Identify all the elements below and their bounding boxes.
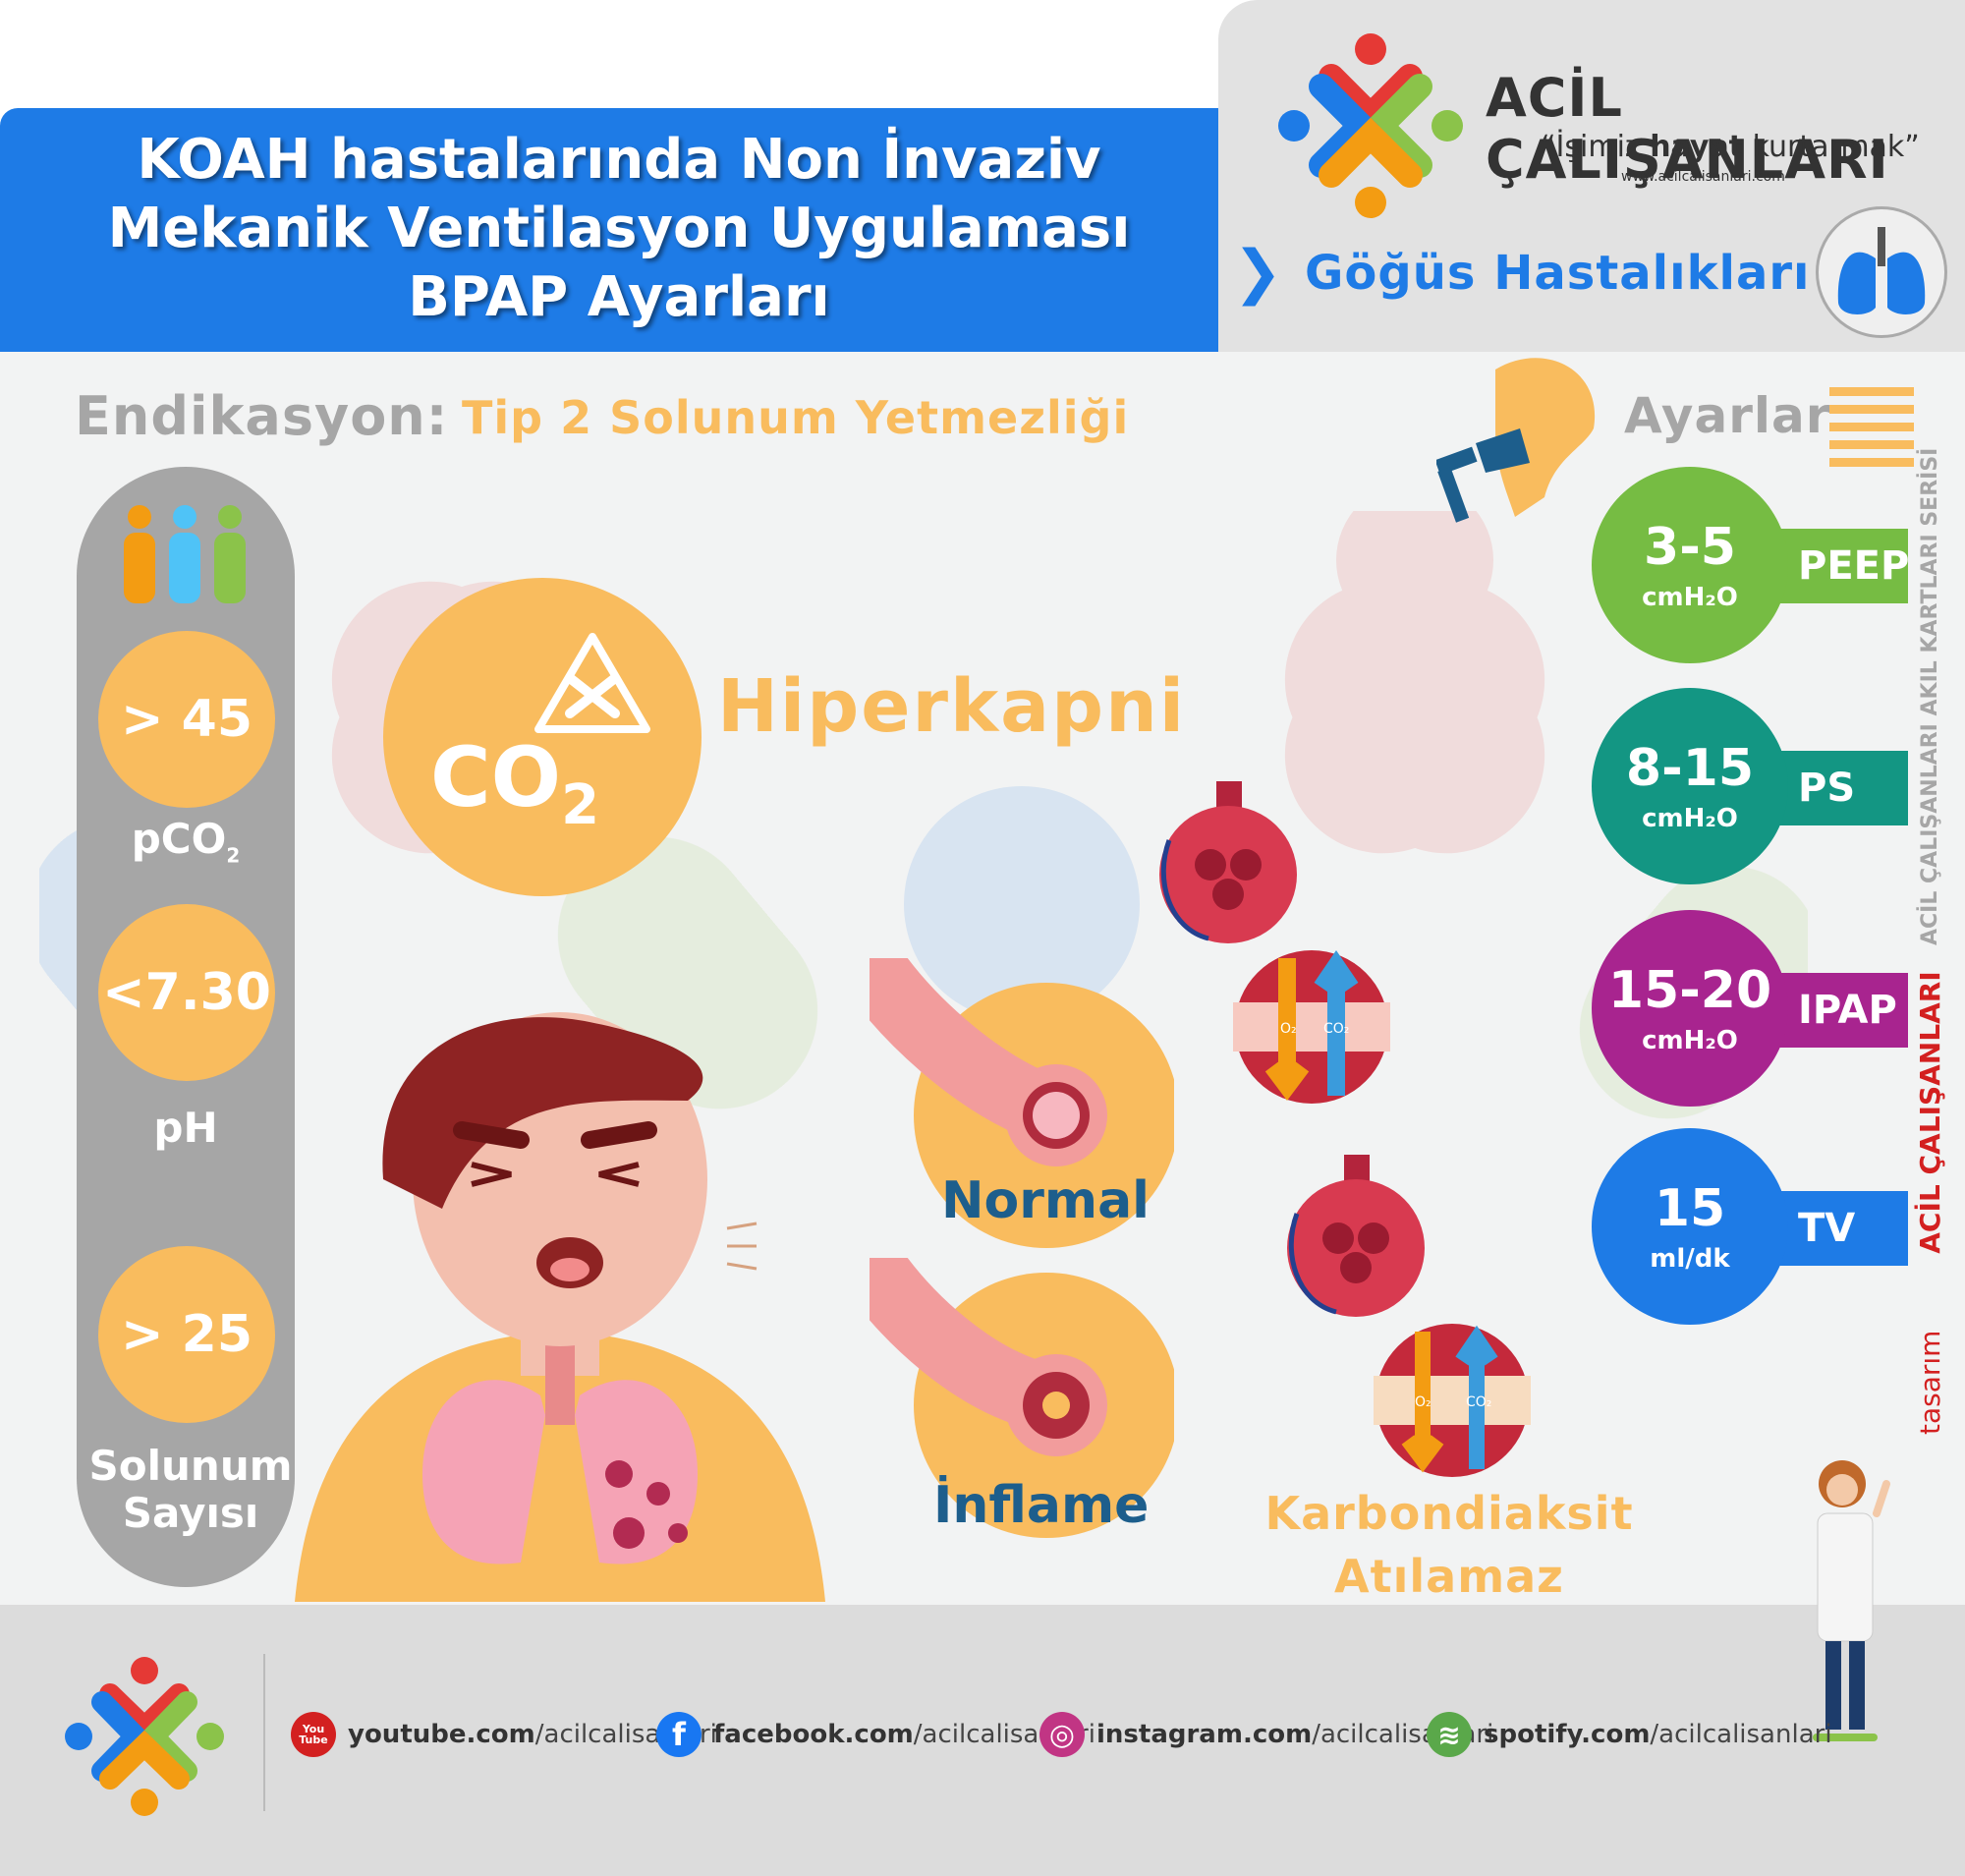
brand-name: ACİL ÇALIŞANLARI: [1486, 67, 1889, 191]
spotify-domain: spotify.com: [1484, 1720, 1651, 1749]
design-credit-wrap: tasarım ACİL ÇALIŞANLARI: [1914, 943, 1957, 1435]
youtube-domain: youtube.com: [348, 1720, 535, 1749]
design-brand: ACİL ÇALIŞANLARI: [1914, 971, 1946, 1254]
menu-line: [1829, 458, 1914, 467]
o2-label-bottom: O₂: [1415, 1394, 1432, 1410]
co2-text: CO: [430, 729, 562, 825]
resp-rate-label-line-1: Solunum: [88, 1442, 293, 1490]
co2-circle: [383, 578, 702, 896]
co2-subscript: 2: [561, 772, 600, 837]
tv-setting: 15 ml/dk: [1592, 1128, 1788, 1325]
inflamed-airway-illustration: [870, 1258, 1174, 1538]
tv-unit: ml/dk: [1650, 1244, 1730, 1274]
brand-slogan: “İşimiz hayat kurtarmak”: [1541, 130, 1920, 164]
resp-rate-label-line-2: Sayısı: [122, 1489, 259, 1537]
normal-airway-illustration: [870, 958, 1174, 1248]
co2-formula: CO2: [430, 729, 599, 837]
design-credit: tasarım ACİL ÇALIŞANLARI: [1914, 943, 1946, 1435]
facebook-domain: facebook.com: [713, 1720, 914, 1749]
peep-value: 3-5: [1644, 518, 1736, 577]
patient-illustration: [295, 1012, 825, 1602]
menu-line: [1829, 423, 1914, 431]
instagram-link[interactable]: ◎ instagram.com/acilcalisanlari: [1039, 1712, 1493, 1757]
design-prefix: tasarım: [1914, 1330, 1946, 1435]
alveoli-icon-top: [1159, 781, 1297, 943]
alveoli-icon-bottom: [1287, 1155, 1425, 1317]
menu-lines-icon: [1829, 387, 1914, 467]
resp-rate-label: Solunum Sayısı: [63, 1443, 318, 1537]
instagram-domain: instagram.com: [1096, 1720, 1313, 1749]
ipap-unit: cmH₂O: [1642, 1026, 1738, 1055]
o2-label-top: O₂: [1280, 1021, 1297, 1037]
menu-line: [1829, 405, 1914, 414]
lungs-icon: [1816, 206, 1947, 338]
youtube-icon: You Tube: [291, 1712, 336, 1757]
instagram-icon: ◎: [1039, 1712, 1085, 1757]
pco2-subscript: 2: [226, 843, 241, 868]
title-line-1: KOAH hastalarında Non İnvaziv: [137, 128, 1101, 192]
ps-value: 8-15: [1625, 739, 1755, 798]
peep-unit: cmH₂O: [1642, 583, 1738, 612]
pco2-value: > 45: [98, 631, 275, 808]
series-text: ACİL ÇALIŞANLARI AKIL KARTLARI SERİSİ: [1918, 447, 1942, 945]
ph-value: <7.30: [98, 904, 275, 1081]
pco2-label-text: pCO: [131, 815, 227, 863]
ps-tab: PS: [1768, 751, 1908, 825]
caption-line-2: Atılamaz: [1334, 1550, 1564, 1603]
ipap-tab: IPAP: [1768, 973, 1908, 1048]
title-line-2: Mekanik Ventilasyon Uygulaması: [107, 197, 1131, 260]
ipap-setting: 15-20 cmH₂O: [1592, 910, 1788, 1107]
ps-unit: cmH₂O: [1642, 804, 1738, 833]
ipap-value: 15-20: [1607, 961, 1772, 1020]
footer-logo-icon: [65, 1657, 224, 1816]
title-line-3: BPAP Ayarları: [408, 265, 830, 329]
gas-exchange-icon-bottom: O₂ CO₂: [1374, 1324, 1531, 1477]
co2-label-bottom: CO₂: [1466, 1394, 1491, 1410]
hazard-icon: [534, 633, 650, 733]
slogan-part-3: kurtarmak”: [1743, 130, 1920, 164]
spotify-path: /acilcalisanlari: [1650, 1720, 1832, 1749]
slogan-part-bold: hayat: [1650, 130, 1744, 164]
inflamed-airway-label: İnflame: [933, 1476, 1150, 1535]
menu-line: [1829, 440, 1914, 449]
peep-setting: 3-5 cmH₂O: [1592, 467, 1788, 663]
facebook-icon: f: [656, 1712, 702, 1757]
indication-label: Endikasyon:: [75, 385, 449, 447]
series-text-wrap: ACİL ÇALIŞANLARI AKIL KARTLARI SERİSİ: [1918, 434, 1957, 945]
brand-logo-icon: [1278, 33, 1463, 218]
page-title: KOAH hastalarında Non İnvaziv Mekanik Ve…: [39, 126, 1199, 332]
spotify-link[interactable]: ≋ spotify.com/acilcalisanlari: [1427, 1712, 1832, 1757]
ps-setting: 8-15 cmH₂O: [1592, 688, 1788, 884]
normal-airway-label: Normal: [941, 1171, 1150, 1230]
facebook-link[interactable]: f facebook.com/acilcalisanlari: [656, 1712, 1095, 1757]
pco2-label: pCO2: [77, 816, 295, 879]
menu-line: [1829, 387, 1914, 396]
category-label: Göğüs Hastalıkları: [1305, 246, 1811, 301]
spotify-icon: ≋: [1427, 1712, 1472, 1757]
youtube-link[interactable]: You Tube youtube.com/acilcalisanlari: [291, 1712, 717, 1757]
slogan-part-1: “İşimiz: [1541, 130, 1651, 164]
nippv-mask-icon: [1436, 358, 1596, 523]
footer-divider: [263, 1654, 265, 1811]
tv-tab: TV: [1768, 1191, 1908, 1266]
resp-rate-value: > 25: [98, 1246, 275, 1423]
settings-title: Ayarlar: [1624, 387, 1831, 444]
header-bar: [0, 108, 1218, 352]
people-icon: [124, 505, 246, 603]
peep-tab: PEEP: [1768, 529, 1909, 603]
co2-label-top: CO₂: [1323, 1021, 1349, 1037]
doctor-illustration: [1813, 1460, 1890, 1741]
tv-value: 15: [1654, 1179, 1726, 1238]
brand-website: www.acilcalisanlari.com: [1621, 169, 1785, 185]
gas-exchange-icon-top: O₂ CO₂: [1233, 950, 1390, 1104]
caption-line-1: Karbondiaksit: [1264, 1487, 1634, 1540]
co2-retention-caption: Karbondiaksit Atılamaz: [1233, 1482, 1665, 1608]
indication-value: Tip 2 Solunum Yetmezliği: [462, 391, 1130, 444]
ph-label: pH: [153, 1104, 218, 1152]
chevron-right-icon: ❯: [1233, 238, 1283, 307]
hypercapnia-label: Hiperkapni: [717, 664, 1187, 749]
